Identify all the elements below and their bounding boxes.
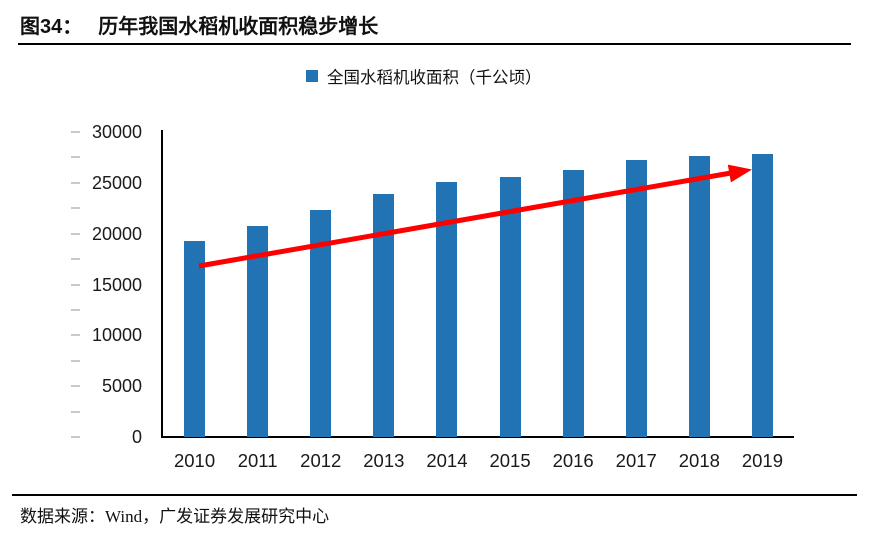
figure-heading: 图34： 历年我国水稻机收面积稳步增长 [20, 10, 378, 39]
chart-legend: 全国水稻机收面积（千公顷） [306, 64, 542, 88]
x-axis-label-2016: 2016 [552, 450, 594, 471]
bar-2011 [247, 225, 269, 437]
x-axis-label-2012: 2012 [300, 450, 342, 471]
y-axis-line [161, 130, 163, 438]
x-axis-label-2013: 2013 [363, 450, 405, 471]
y-axis-tick-label: 30000 [91, 122, 142, 142]
figure-title: 历年我国水稻机收面积稳步增长 [98, 16, 379, 38]
data-source: 数据来源：Wind，广发证券发展研究中心 [20, 507, 330, 526]
x-axis-label-2014: 2014 [426, 450, 468, 471]
x-axis-label-2015: 2015 [489, 450, 531, 471]
bar-2017 [625, 160, 647, 437]
figure-number: 图34： [20, 16, 83, 38]
y-axis-minor-tick [71, 283, 80, 286]
y-axis-tick-label: 10000 [91, 325, 142, 346]
bar-2015 [499, 176, 521, 437]
y-axis-minor-tick [71, 156, 80, 159]
x-axis-label-2011: 2011 [237, 450, 278, 471]
legend-swatch-icon [306, 70, 318, 82]
y-axis-minor-tick [71, 410, 80, 413]
bar-2010 [184, 240, 206, 437]
bar-2012 [310, 210, 332, 437]
y-axis-minor-tick [71, 436, 80, 438]
y-axis-tick-label: 25000 [91, 172, 142, 193]
x-axis-label-2018: 2018 [678, 450, 720, 471]
x-axis-label-2017: 2017 [615, 450, 657, 471]
y-axis-tick-label: 20000 [91, 223, 142, 244]
y-axis-minor-tick [71, 207, 80, 210]
y-axis-minor-tick [71, 359, 80, 362]
y-axis-minor-tick [71, 181, 80, 184]
x-axis-label-2019: 2019 [741, 450, 784, 471]
y-axis-minor-tick [71, 385, 80, 388]
y-axis-tick-label: 0 [131, 427, 142, 447]
legend-label: 全国水稻机收面积（千公顷） [327, 68, 542, 87]
bar-2014 [436, 181, 458, 437]
y-axis-tick-label: 15000 [91, 274, 142, 295]
y-axis-tick-label: 5000 [101, 376, 142, 397]
bar-2013 [373, 194, 395, 437]
bar-2018 [688, 156, 710, 437]
x-axis-label-2010: 2010 [173, 450, 216, 471]
y-axis-minor-tick [71, 308, 80, 311]
x-axis-line [161, 436, 794, 438]
title-divider [18, 43, 851, 45]
y-axis-minor-tick [71, 232, 80, 235]
y-axis-minor-tick [71, 131, 80, 133]
y-axis-minor-tick [71, 334, 80, 337]
footer-divider [12, 494, 857, 496]
bar-2016 [562, 169, 584, 437]
y-axis-minor-tick [71, 258, 80, 261]
bar-2019 [751, 154, 773, 437]
